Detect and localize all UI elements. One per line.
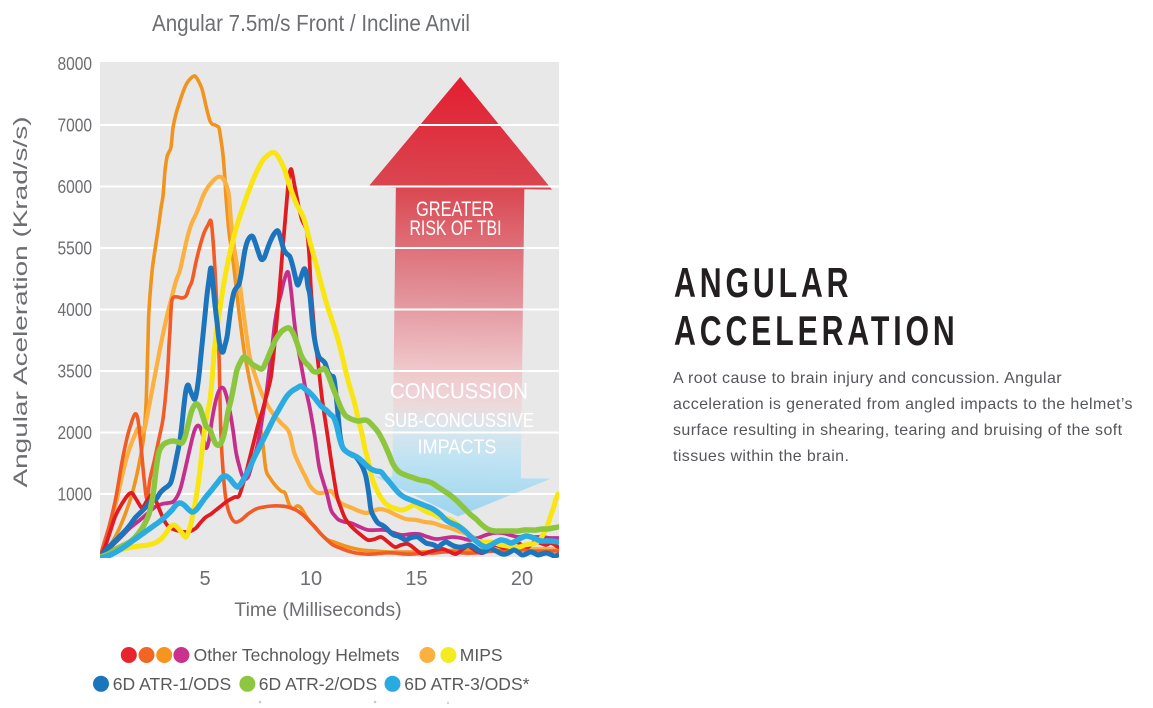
- svg-text:6000: 6000: [58, 177, 93, 197]
- svg-text:IMPACTS: IMPACTS: [418, 436, 497, 459]
- svg-text:Other Technology Helmets: Other Technology Helmets: [194, 645, 400, 665]
- svg-text:Time (Milliseconds): Time (Milliseconds): [234, 599, 401, 621]
- svg-text:5500: 5500: [58, 239, 93, 259]
- svg-text:RISK OF TBI: RISK OF TBI: [410, 217, 502, 240]
- svg-text:6D ATR-2/ODS: 6D ATR-2/ODS: [259, 674, 377, 694]
- svg-text:SUB-CONCUSSIVE: SUB-CONCUSSIVE: [384, 409, 534, 432]
- svg-text:15: 15: [405, 568, 427, 590]
- svg-text:10: 10: [300, 568, 322, 590]
- svg-text:3500: 3500: [58, 362, 93, 382]
- svg-text:6D ATR-1/ODS: 6D ATR-1/ODS: [113, 674, 231, 694]
- svg-text:Angular 7.5m/s Front / Incline: Angular 7.5m/s Front / Incline Anvil: [152, 10, 470, 36]
- svg-text:20: 20: [511, 568, 533, 590]
- svg-text:Angular Aceleration (Krad/s/s): Angular Aceleration (Krad/s/s): [10, 117, 32, 488]
- svg-text:4000: 4000: [58, 300, 93, 320]
- svg-text:MIPS: MIPS: [460, 645, 503, 665]
- svg-text:GREATER: GREATER: [416, 198, 494, 221]
- svg-text:7000: 7000: [58, 116, 93, 136]
- svg-text:CONCUSSION: CONCUSSION: [390, 379, 528, 404]
- svg-text:6D ATR-3/ODS*: 6D ATR-3/ODS*: [404, 674, 529, 694]
- svg-text:5: 5: [199, 568, 210, 590]
- svg-text:2000: 2000: [58, 423, 93, 443]
- svg-text:1000: 1000: [58, 485, 93, 505]
- svg-text:8000: 8000: [58, 54, 93, 74]
